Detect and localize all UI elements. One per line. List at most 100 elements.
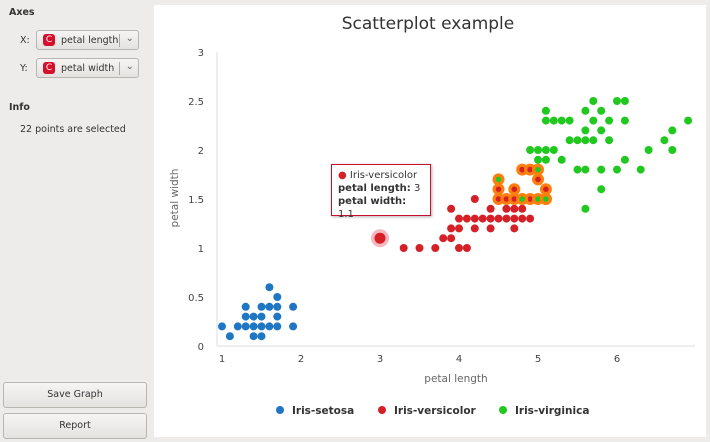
data-point[interactable] bbox=[541, 116, 550, 125]
data-point[interactable] bbox=[486, 224, 495, 233]
data-point[interactable] bbox=[495, 196, 502, 202]
data-point[interactable] bbox=[494, 214, 503, 223]
data-point[interactable] bbox=[589, 136, 598, 145]
data-point[interactable] bbox=[519, 166, 525, 173]
data-point[interactable] bbox=[526, 214, 535, 223]
data-point[interactable] bbox=[581, 204, 590, 213]
data-point[interactable] bbox=[415, 244, 424, 252]
data-point[interactable] bbox=[273, 302, 282, 311]
data-point[interactable] bbox=[605, 116, 614, 125]
data-point[interactable] bbox=[265, 302, 274, 311]
data-point[interactable] bbox=[218, 322, 226, 331]
data-point[interactable] bbox=[543, 186, 549, 192]
data-point[interactable] bbox=[565, 116, 574, 125]
save-graph-button[interactable]: Save Graph bbox=[3, 382, 147, 408]
data-point[interactable] bbox=[620, 116, 629, 125]
data-point[interactable] bbox=[470, 224, 479, 233]
data-point[interactable] bbox=[589, 116, 598, 125]
data-point[interactable] bbox=[273, 293, 282, 301]
data-point[interactable] bbox=[541, 155, 550, 164]
data-point[interactable] bbox=[597, 126, 606, 135]
data-point[interactable] bbox=[455, 244, 463, 252]
data-point[interactable] bbox=[597, 185, 606, 194]
data-point[interactable] bbox=[535, 166, 541, 173]
data-point[interactable] bbox=[447, 224, 456, 233]
data-point[interactable] bbox=[495, 186, 502, 192]
data-point[interactable] bbox=[543, 196, 549, 202]
data-point[interactable] bbox=[510, 204, 519, 213]
data-point[interactable] bbox=[447, 234, 456, 243]
data-point[interactable] bbox=[455, 224, 463, 233]
data-point[interactable] bbox=[660, 136, 669, 145]
data-point[interactable] bbox=[470, 214, 479, 223]
data-point[interactable] bbox=[486, 204, 495, 213]
data-point[interactable] bbox=[273, 322, 282, 331]
data-point[interactable] bbox=[518, 204, 527, 213]
data-point[interactable] bbox=[225, 332, 234, 341]
data-point[interactable] bbox=[541, 106, 550, 115]
x-axis-select[interactable]: C petal length ⌄ bbox=[36, 30, 139, 50]
data-point[interactable] bbox=[502, 204, 511, 213]
data-point[interactable] bbox=[535, 176, 541, 183]
data-point[interactable] bbox=[233, 322, 242, 331]
data-point[interactable] bbox=[399, 244, 408, 252]
data-point[interactable] bbox=[581, 165, 590, 174]
data-point[interactable] bbox=[518, 214, 527, 223]
data-point[interactable] bbox=[620, 97, 629, 105]
data-point[interactable] bbox=[597, 165, 606, 174]
data-point[interactable] bbox=[581, 126, 590, 135]
data-point[interactable] bbox=[668, 126, 677, 135]
data-point[interactable] bbox=[527, 166, 533, 173]
data-point[interactable] bbox=[511, 196, 518, 202]
data-point[interactable] bbox=[573, 165, 582, 174]
data-point[interactable] bbox=[510, 224, 519, 233]
data-point[interactable] bbox=[447, 204, 456, 213]
data-point[interactable] bbox=[534, 146, 542, 154]
data-point[interactable] bbox=[289, 322, 298, 331]
data-point[interactable] bbox=[565, 136, 574, 145]
data-point[interactable] bbox=[549, 116, 558, 125]
data-point[interactable] bbox=[527, 196, 533, 202]
data-point[interactable] bbox=[486, 214, 495, 223]
data-point[interactable] bbox=[636, 165, 645, 174]
data-point[interactable] bbox=[241, 302, 250, 311]
data-point[interactable] bbox=[249, 312, 258, 321]
data-point[interactable] bbox=[557, 116, 566, 125]
data-point[interactable] bbox=[541, 146, 550, 154]
data-point[interactable] bbox=[241, 322, 250, 331]
data-point[interactable] bbox=[257, 332, 266, 341]
data-point[interactable] bbox=[581, 106, 590, 115]
data-point[interactable] bbox=[241, 312, 250, 321]
data-point[interactable] bbox=[510, 214, 519, 223]
data-point[interactable] bbox=[573, 136, 582, 145]
data-point[interactable] bbox=[257, 322, 266, 331]
data-point[interactable] bbox=[503, 196, 510, 202]
data-point[interactable] bbox=[644, 146, 653, 154]
data-point[interactable] bbox=[470, 195, 479, 203]
data-point[interactable] bbox=[462, 244, 471, 252]
data-point[interactable] bbox=[431, 244, 440, 252]
data-point[interactable] bbox=[620, 155, 629, 164]
data-point[interactable] bbox=[273, 312, 282, 321]
data-point[interactable] bbox=[257, 312, 266, 321]
data-point[interactable] bbox=[249, 332, 258, 341]
data-point[interactable] bbox=[557, 155, 566, 164]
data-point[interactable] bbox=[519, 196, 525, 202]
data-point[interactable] bbox=[668, 146, 677, 154]
data-point[interactable] bbox=[502, 214, 511, 223]
data-point[interactable] bbox=[684, 116, 693, 125]
data-point[interactable] bbox=[257, 302, 266, 311]
data-point[interactable] bbox=[511, 186, 518, 192]
data-point[interactable] bbox=[535, 196, 541, 202]
data-point[interactable] bbox=[462, 214, 471, 223]
data-point[interactable] bbox=[265, 283, 274, 292]
report-button[interactable]: Report bbox=[3, 413, 147, 439]
data-point[interactable] bbox=[265, 322, 274, 331]
data-point[interactable] bbox=[589, 97, 598, 105]
data-point[interactable] bbox=[439, 234, 448, 243]
data-point[interactable] bbox=[605, 136, 614, 145]
y-axis-select[interactable]: C petal width ⌄ bbox=[36, 58, 139, 78]
data-point[interactable] bbox=[455, 214, 463, 223]
data-point[interactable] bbox=[526, 146, 535, 154]
